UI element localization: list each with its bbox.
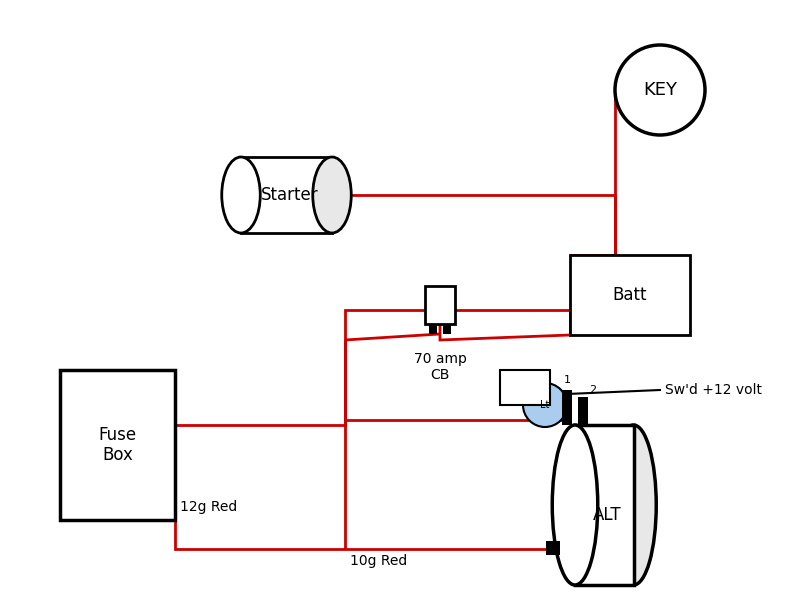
Polygon shape (241, 157, 332, 233)
Bar (570, 255, 690, 335)
Text: ALT: ALT (593, 506, 622, 524)
Ellipse shape (222, 157, 260, 233)
Circle shape (523, 383, 567, 427)
Bar (546, 541, 560, 555)
Circle shape (615, 45, 705, 135)
Text: 1: 1 (563, 375, 570, 385)
Ellipse shape (313, 157, 351, 233)
Ellipse shape (610, 425, 656, 585)
Bar (60, 370, 175, 520)
Text: Lt: Lt (540, 400, 550, 410)
Text: Sw'd +12 volt: Sw'd +12 volt (665, 383, 762, 397)
Text: Batt: Batt (613, 286, 647, 304)
Bar (429, 324, 437, 334)
Ellipse shape (552, 425, 598, 585)
Text: KEY: KEY (643, 81, 677, 99)
Bar (425, 286, 455, 324)
Polygon shape (575, 425, 634, 585)
Text: 10g Red: 10g Red (350, 554, 407, 568)
Text: 12g Red: 12g Red (180, 500, 238, 514)
Text: 70 amp
CB: 70 amp CB (414, 352, 466, 382)
Text: 2: 2 (590, 385, 597, 395)
Bar (562, 390, 572, 425)
Bar (443, 324, 451, 334)
Bar (500, 370, 550, 405)
Text: Fuse
Box: Fuse Box (98, 425, 137, 464)
Bar (578, 397, 588, 425)
Text: Starter: Starter (261, 186, 319, 204)
